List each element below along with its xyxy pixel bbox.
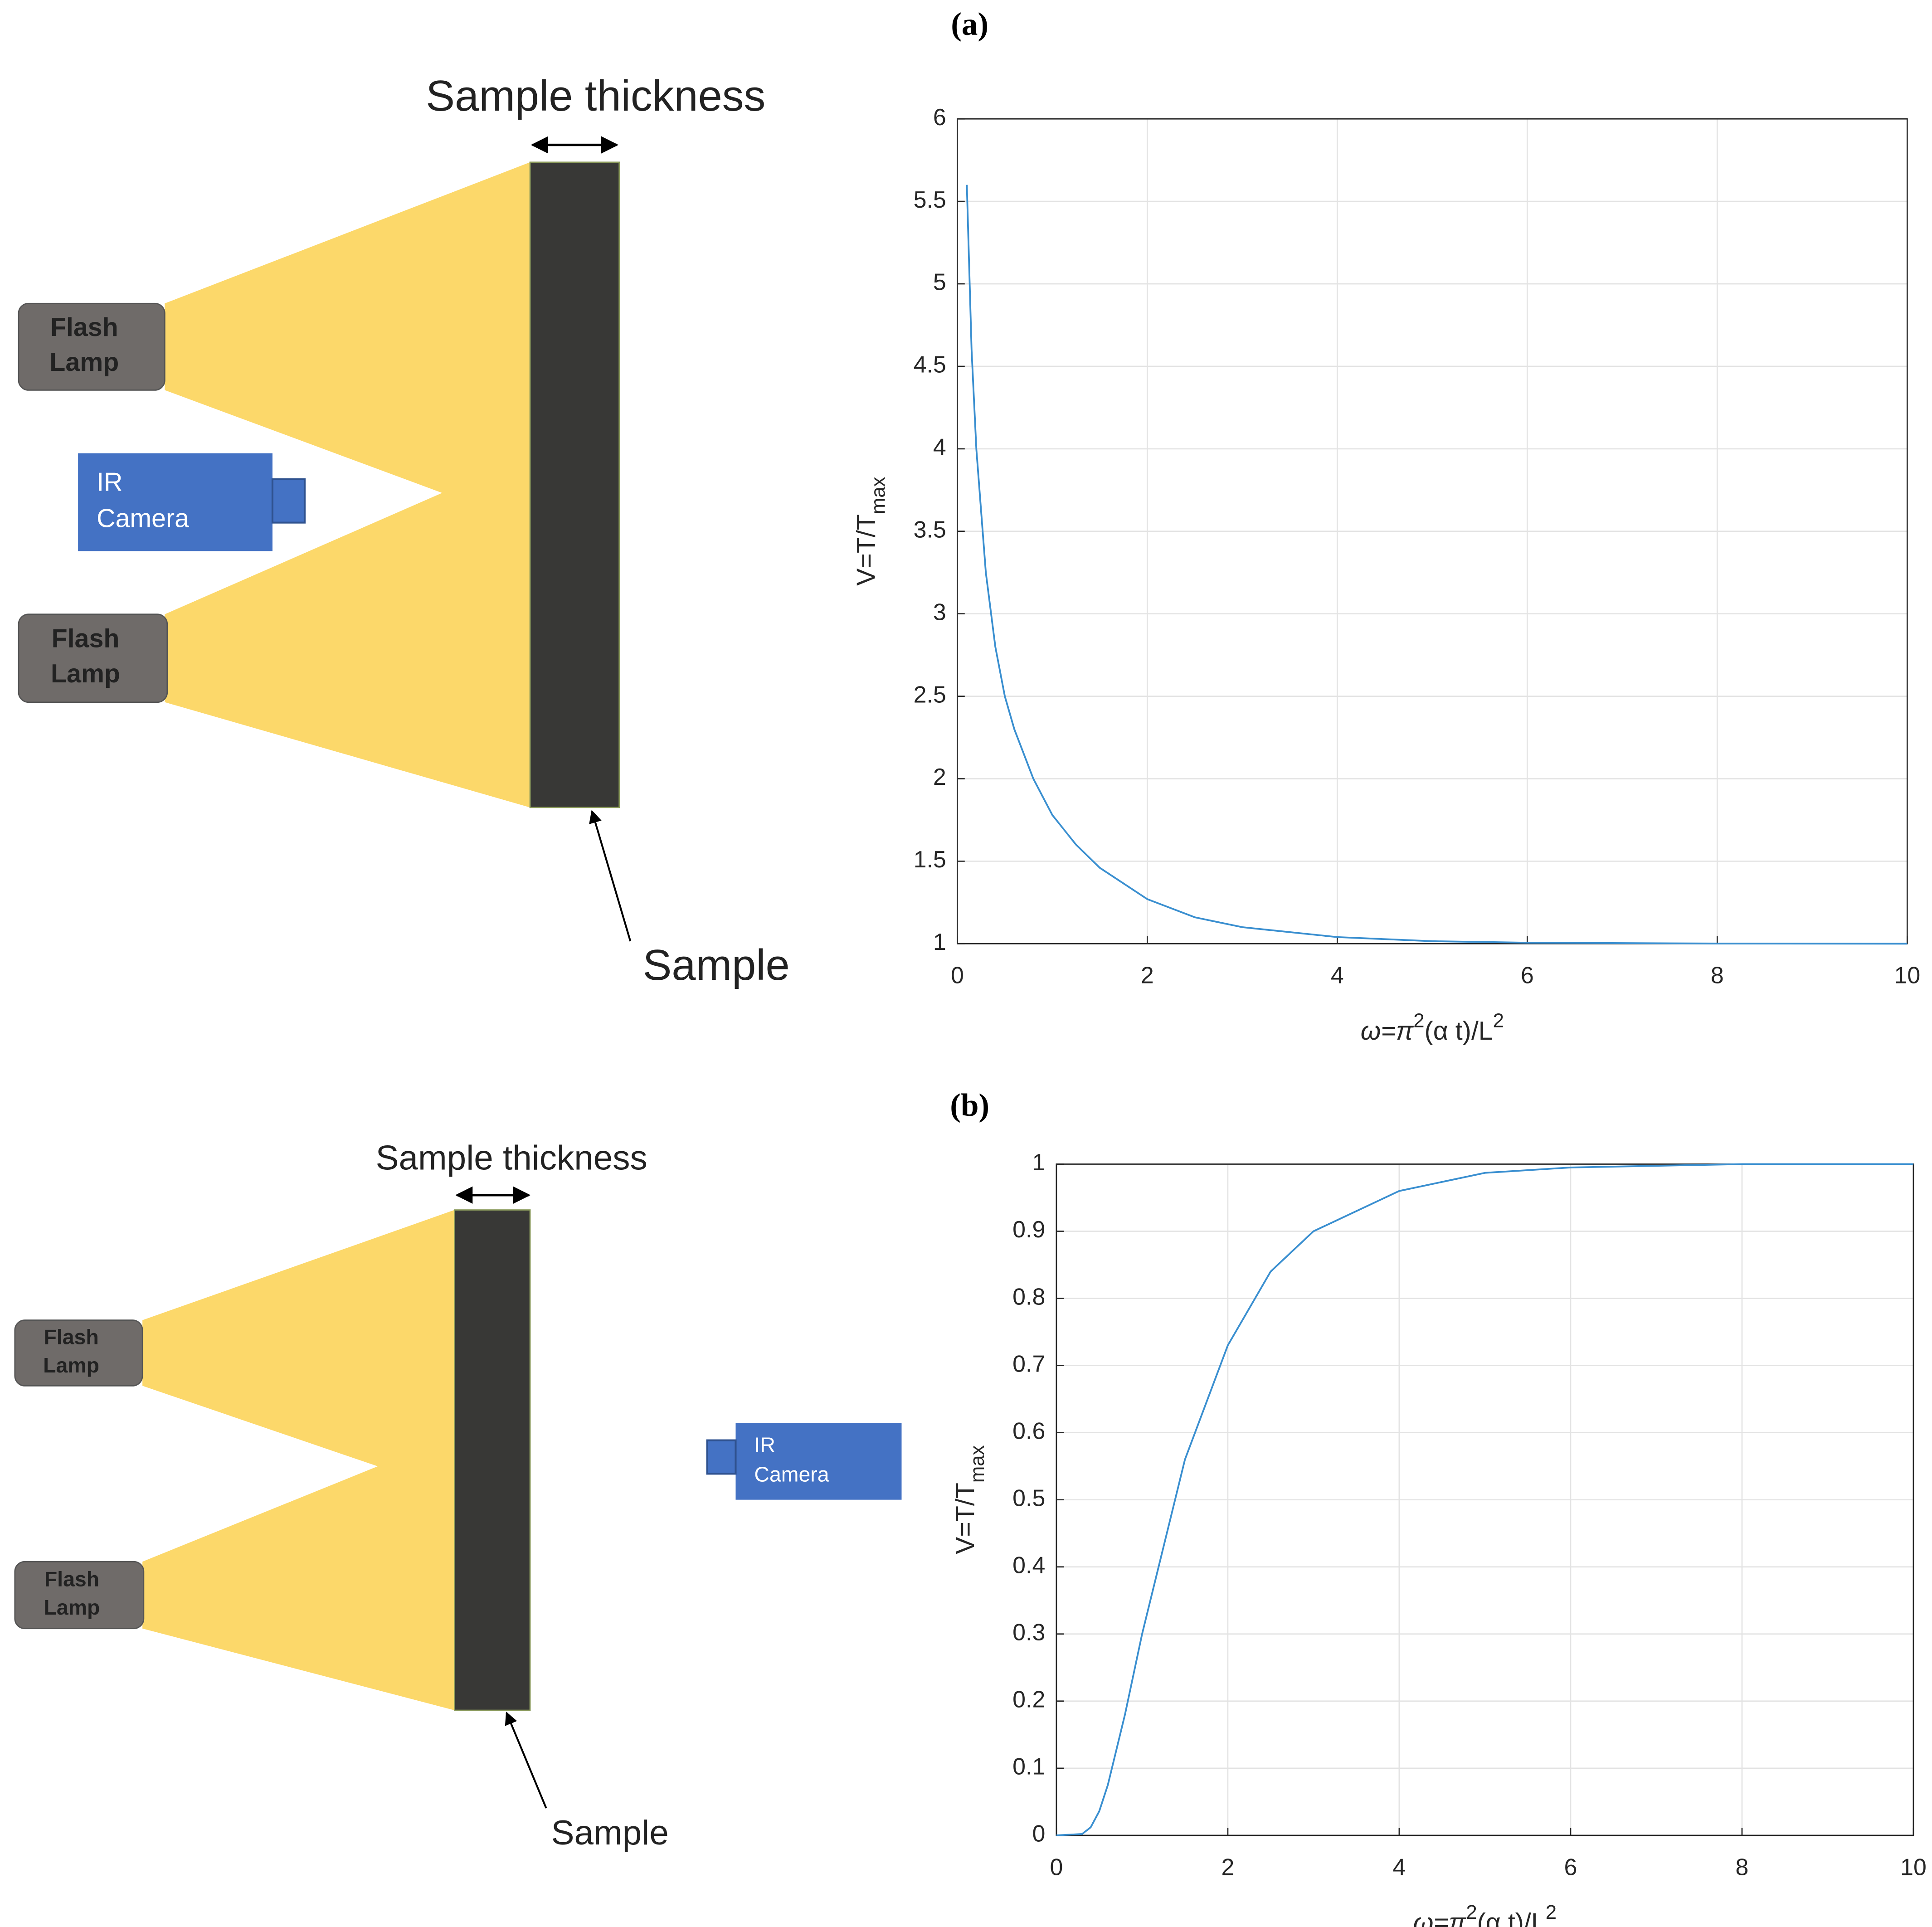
y-label-text: V=T/T bbox=[951, 1483, 980, 1554]
plot-frame bbox=[957, 118, 1908, 944]
x-label-superscript: 2 bbox=[1466, 1901, 1477, 1923]
light-beam bbox=[142, 1210, 455, 1711]
y-tick-label: 4 bbox=[933, 434, 946, 460]
y-tick-label: 0.4 bbox=[1012, 1552, 1045, 1578]
y-axis-label: V=T/Tmax bbox=[951, 1445, 988, 1554]
sample-pointer bbox=[505, 1711, 547, 1809]
y-axis-label: V=T/Tmax bbox=[852, 477, 889, 585]
thickness-label: Sample thickness bbox=[426, 72, 765, 120]
flash-lamp bbox=[18, 613, 168, 703]
y-tick-label: 0.5 bbox=[1012, 1484, 1045, 1511]
light-beam bbox=[165, 162, 530, 808]
flash-lamp-label: Flash Lamp bbox=[44, 1567, 100, 1620]
y-tick-label: 2.5 bbox=[914, 681, 946, 707]
x-tick-label: 2 bbox=[1141, 962, 1154, 988]
y-tick-label: 5.5 bbox=[914, 186, 946, 213]
x-tick-label: 8 bbox=[1711, 962, 1724, 988]
x-tick-label: 4 bbox=[1393, 1854, 1406, 1880]
camera-body bbox=[78, 453, 273, 551]
y-label-text: V=T/T bbox=[852, 514, 881, 586]
x-label-text: ω=π bbox=[1361, 1017, 1414, 1046]
data-line bbox=[1056, 1163, 1913, 1836]
camera-text: IR bbox=[754, 1433, 775, 1457]
lamp-text: Lamp bbox=[43, 1353, 99, 1377]
x-tick-label: 6 bbox=[1521, 962, 1534, 988]
camera-text: IR bbox=[97, 468, 122, 497]
camera-body bbox=[735, 1423, 902, 1500]
plot-frame bbox=[1056, 1163, 1914, 1836]
y-tick-label: 1.5 bbox=[914, 846, 946, 872]
panel-label: (b) bbox=[950, 1088, 989, 1123]
camera-label: IR Camera bbox=[97, 468, 189, 533]
data-line bbox=[966, 185, 1908, 945]
camera-lens bbox=[271, 478, 306, 524]
camera-text: Camera bbox=[754, 1463, 829, 1486]
x-tick-label: 0 bbox=[951, 962, 964, 988]
y-tick-label: 0.3 bbox=[1012, 1619, 1045, 1645]
y-tick-label: 0.9 bbox=[1012, 1216, 1045, 1242]
lamp-text: Flash bbox=[50, 313, 118, 342]
y-tick-label: 1 bbox=[933, 929, 946, 955]
x-axis-label: ω=π2(α t)/L2 bbox=[1361, 1009, 1504, 1046]
flash-lamp-label: Flash Lamp bbox=[51, 624, 120, 688]
x-label-text: ω=π bbox=[1413, 1908, 1467, 1927]
y-tick-label: 5 bbox=[933, 269, 946, 295]
y-label-subscript: max bbox=[867, 477, 889, 514]
x-label-superscript: 2 bbox=[1546, 1901, 1557, 1923]
sample bbox=[454, 1209, 531, 1711]
lamp-text: Lamp bbox=[49, 348, 119, 377]
camera-lens bbox=[706, 1439, 737, 1475]
sample bbox=[529, 161, 620, 808]
y-tick-label: 0.8 bbox=[1012, 1283, 1045, 1309]
x-label-text: (α t)/L bbox=[1425, 1017, 1493, 1046]
lamp-text: Flash bbox=[44, 1325, 98, 1349]
y-tick-label: 4.5 bbox=[914, 351, 946, 378]
lamp-text: Flash bbox=[44, 1567, 99, 1591]
y-tick-label: 6 bbox=[933, 104, 946, 130]
x-axis-label: ω=π2(α t)/L2 bbox=[1413, 1901, 1557, 1927]
y-tick-label: 3.5 bbox=[914, 516, 946, 542]
x-tick-label: 6 bbox=[1564, 1854, 1577, 1880]
x-label-superscript: 2 bbox=[1413, 1009, 1424, 1032]
sample-pointer bbox=[589, 810, 632, 942]
y-tick-label: 0.7 bbox=[1012, 1350, 1045, 1377]
x-tick-label: 2 bbox=[1221, 1854, 1234, 1880]
y-label-subscript: max bbox=[966, 1445, 988, 1483]
flash-lamp bbox=[14, 1561, 145, 1630]
camera-text: Camera bbox=[97, 504, 189, 533]
camera-label: IR Camera bbox=[754, 1433, 829, 1486]
x-label-superscript: 2 bbox=[1493, 1009, 1504, 1032]
x-tick-label: 4 bbox=[1331, 962, 1344, 988]
x-label-text: (α t)/L bbox=[1477, 1908, 1546, 1927]
x-tick-label: 10 bbox=[1894, 962, 1920, 988]
y-tick-label: 3 bbox=[933, 599, 946, 625]
y-tick-label: 2 bbox=[933, 764, 946, 790]
flash-lamp-label: Flash Lamp bbox=[49, 313, 119, 377]
lamp-text: Flash bbox=[52, 624, 120, 653]
y-tick-label: 0 bbox=[1032, 1820, 1045, 1847]
flash-lamp bbox=[14, 1319, 143, 1387]
y-tick-label: 1 bbox=[1032, 1149, 1045, 1175]
lamp-text: Lamp bbox=[51, 659, 120, 688]
flash-lamp-label: Flash Lamp bbox=[43, 1325, 99, 1377]
y-tick-label: 0.2 bbox=[1012, 1686, 1045, 1713]
x-tick-label: 10 bbox=[1900, 1854, 1927, 1880]
y-tick-label: 0.6 bbox=[1012, 1417, 1045, 1444]
panel-label: (a) bbox=[951, 6, 988, 42]
flash-lamp bbox=[18, 302, 165, 391]
x-tick-label: 0 bbox=[1050, 1854, 1063, 1880]
y-tick-label: 0.1 bbox=[1012, 1753, 1045, 1780]
x-tick-label: 8 bbox=[1736, 1854, 1749, 1880]
thickness-label: Sample thickness bbox=[375, 1139, 647, 1177]
sample-label: Sample bbox=[551, 1814, 668, 1852]
sample-label: Sample bbox=[643, 941, 790, 989]
lamp-text: Lamp bbox=[44, 1596, 100, 1619]
